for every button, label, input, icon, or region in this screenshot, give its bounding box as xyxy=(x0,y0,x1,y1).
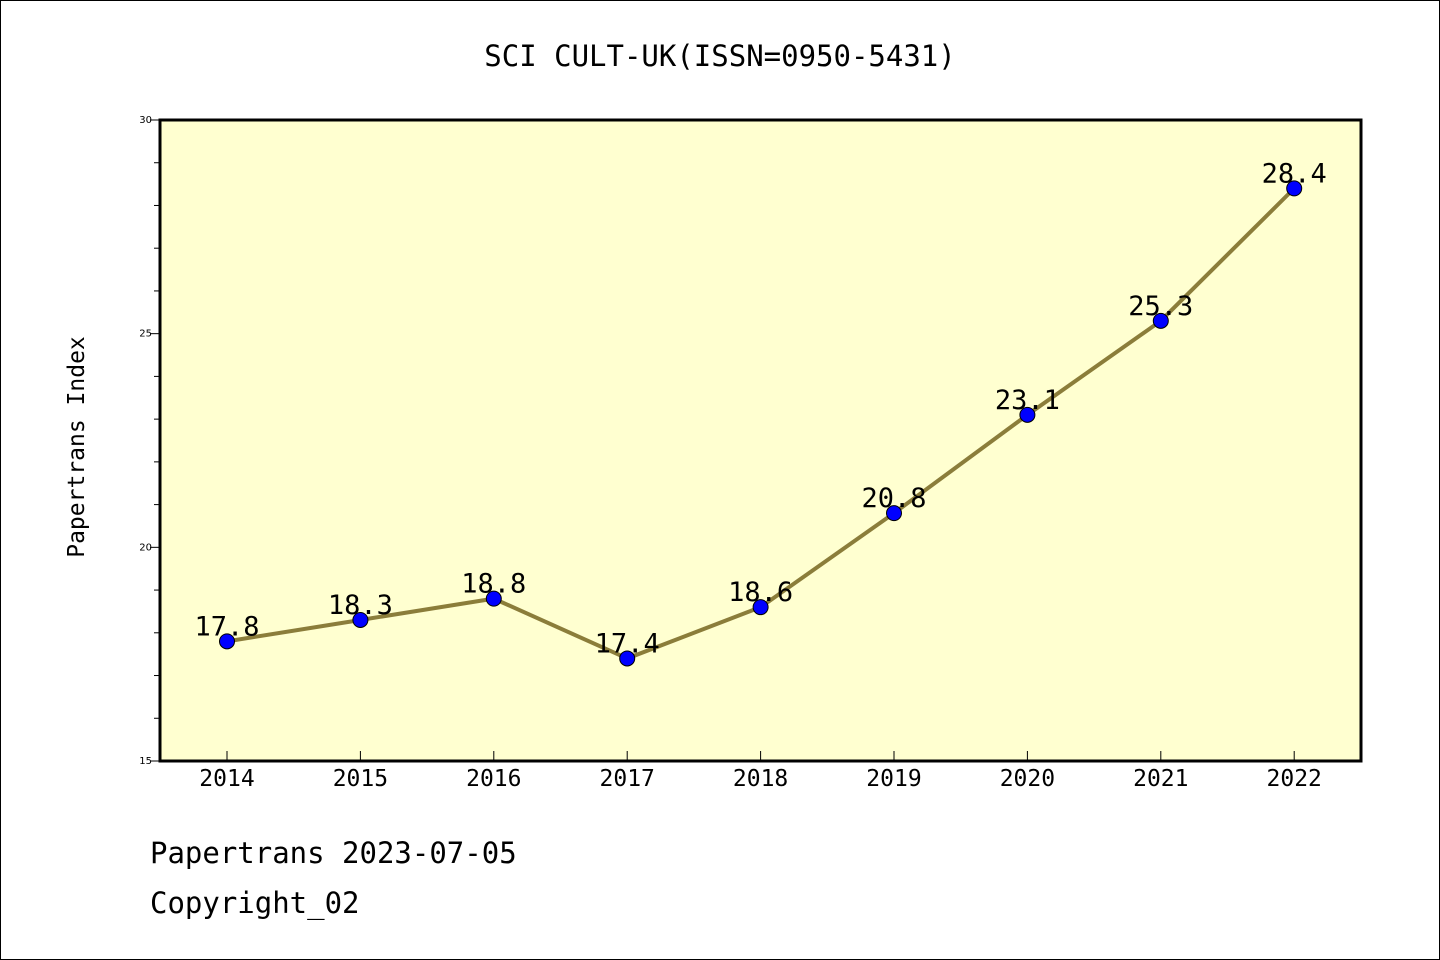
y-tick-label: 15 xyxy=(139,756,152,767)
footer-copyright: Copyright_02 xyxy=(150,886,360,920)
data-label: 23.1 xyxy=(995,385,1060,416)
y-tick-label: 20 xyxy=(139,542,152,553)
y-tick-label: 30 xyxy=(139,115,152,126)
data-point xyxy=(886,505,902,522)
data-labels: 17.8 18.3 18.8 17.4 18.6 20.8 23.1 25.3 28.4 xyxy=(194,158,1326,659)
chart-title: SCI CULT-UK(ISSN=0950-5431) xyxy=(484,39,955,73)
data-point xyxy=(619,650,636,667)
data-label: 25.3 xyxy=(1128,291,1193,322)
data-label: 18.8 xyxy=(461,569,526,600)
x-tick-label: 2022 xyxy=(1267,766,1322,792)
y-axis-ticks: 15 20 25 30 xyxy=(139,115,160,767)
x-tick-label: 2017 xyxy=(600,766,655,792)
data-point xyxy=(1152,312,1169,329)
x-tick-label: 2016 xyxy=(466,766,521,792)
data-label: 17.4 xyxy=(595,628,660,659)
data-markers xyxy=(219,180,1303,667)
data-point xyxy=(352,611,369,628)
plot-area xyxy=(158,118,1363,763)
data-label: 28.4 xyxy=(1262,158,1327,189)
x-tick-label: 2014 xyxy=(199,766,254,792)
footer-date-line: Papertrans 2023-07-05 xyxy=(150,836,517,870)
data-point xyxy=(752,599,769,616)
x-axis-ticks: 2014 2015 2016 2017 2018 2019 2020 2021 2022 xyxy=(199,751,1322,792)
data-label: 20.8 xyxy=(861,483,926,514)
data-point xyxy=(219,633,235,650)
y-axis-label: Papertrans Index xyxy=(64,336,90,558)
x-tick-label: 2019 xyxy=(866,766,921,792)
data-label: 17.8 xyxy=(194,611,259,642)
y-tick-label: 25 xyxy=(139,329,152,340)
data-point xyxy=(1019,406,1036,423)
x-tick-label: 2021 xyxy=(1133,766,1188,792)
data-point xyxy=(485,590,502,607)
data-label: 18.3 xyxy=(328,590,393,621)
x-tick-label: 2015 xyxy=(333,766,388,792)
x-tick-label: 2020 xyxy=(1000,766,1055,792)
data-label: 18.6 xyxy=(728,577,793,608)
data-point xyxy=(1286,180,1303,197)
x-tick-label: 2018 xyxy=(733,766,788,792)
